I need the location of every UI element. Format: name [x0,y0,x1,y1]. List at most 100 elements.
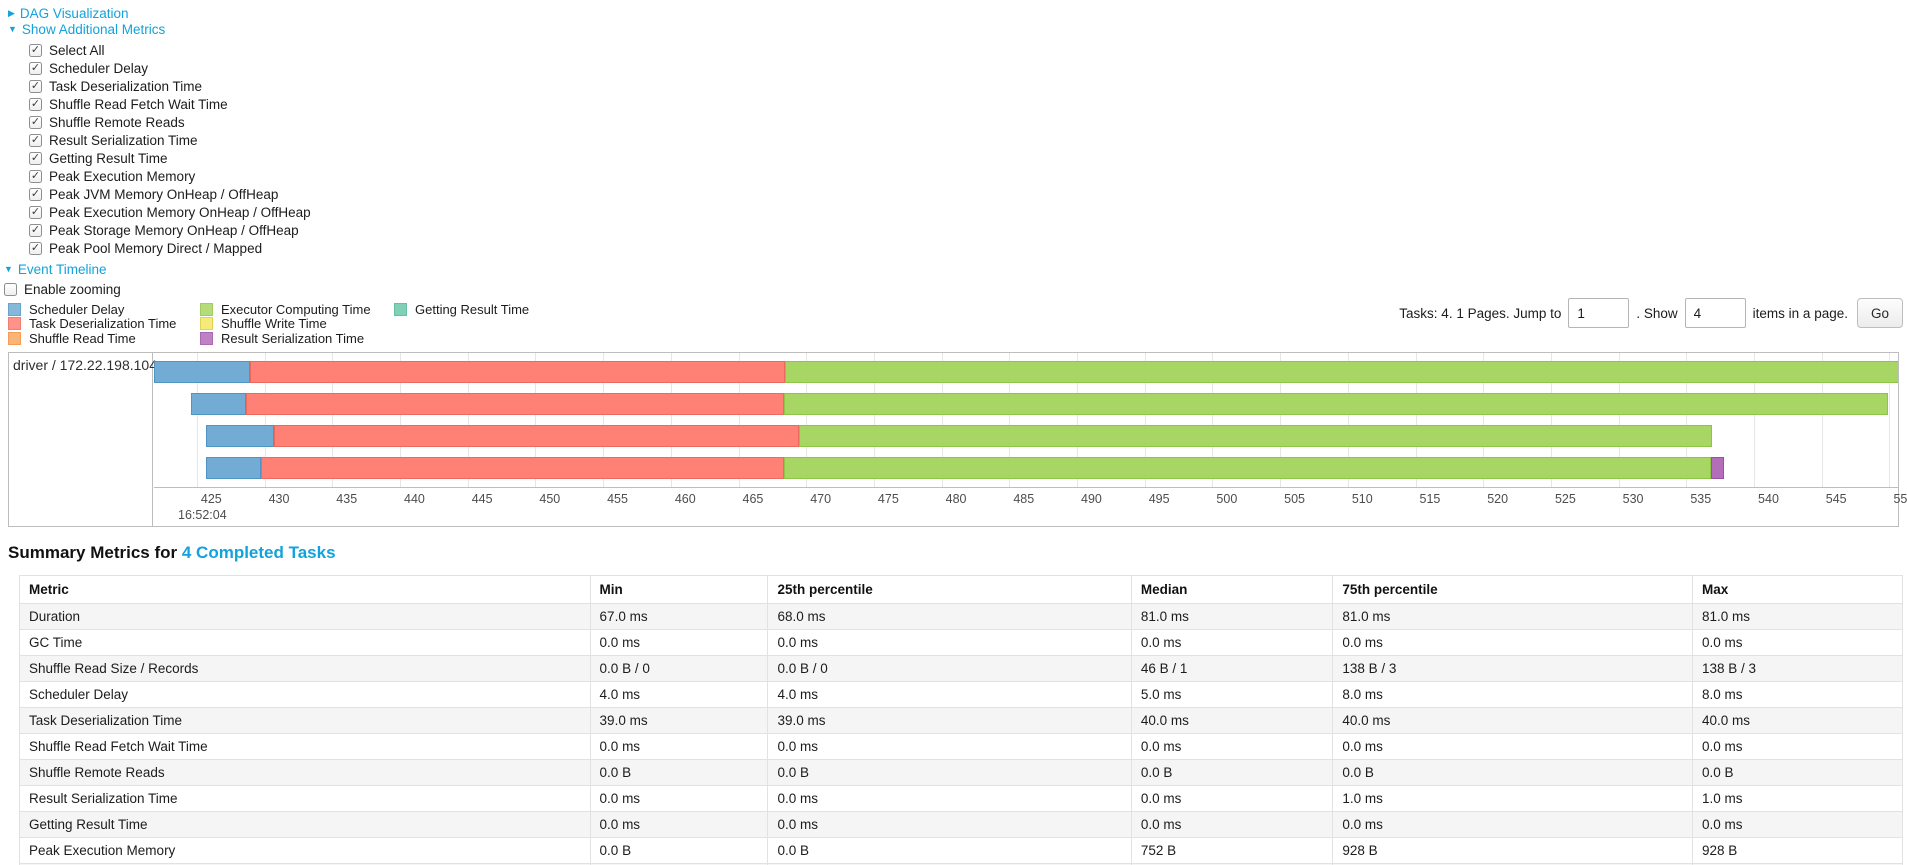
enable-zooming-checkbox[interactable]: ✓ [4,282,17,296]
metric-checkbox-row[interactable]: ✓ Getting Result Time [29,149,311,167]
metric-checkbox-row[interactable]: ✓ Scheduler Delay [29,59,311,77]
table-row: Shuffle Read Fetch Wait Time 0.0 ms 0.0 ms… [19,733,1903,760]
metric-value-cell: 40.0 ms [1692,707,1903,734]
executor-computing-bar[interactable] [783,457,1711,479]
scheduler-delay-swatch-icon [8,302,21,316]
metric-name-cell: Shuffle Read Fetch Wait Time [19,733,591,760]
executor-computing-bar[interactable] [799,425,1713,447]
metric-checkbox-row[interactable]: ✓ Peak Pool Memory Direct / Mapped [29,239,311,257]
legend-item: Result Serialization Time [200,331,394,346]
expanded-arrow-icon: ▼ [8,24,17,34]
metric-checkbox-label: Scheduler Delay [49,60,149,76]
axis-tick-label: 465 [742,492,764,506]
axis-gridline [1009,353,1011,487]
result-serialization-bar[interactable] [1710,457,1725,479]
axis-tick-label: 525 [1554,492,1576,506]
metric-checkbox-row[interactable]: ✓ Peak Execution Memory OnHeap / OffHeap [29,203,311,221]
executor-computing-bar[interactable] [785,361,1898,383]
metric-value-cell: 0.0 B / 0 [767,655,1132,682]
axis-tick-label: 530 [1622,492,1644,506]
table-header-row: Metric Min 25th percentile Median 75th perce… [19,575,1903,604]
metric-name-cell: Peak Execution Memory [19,837,591,864]
metric-checkbox[interactable]: ✓ [29,205,42,219]
metric-value-cell: 0.0 B [1332,759,1693,786]
axis-gridline [1483,353,1485,487]
metric-value-cell: 0.0 B [767,837,1132,864]
timeline-group-column: driver / 172.22.198.104 [9,353,157,526]
scheduler-delay-bar[interactable] [206,457,261,479]
metric-name-cell: Task Deserialization Time [19,707,591,734]
axis-tick-label: 455 [607,492,628,506]
metric-checkbox[interactable]: ✓ [29,223,42,237]
table-row: Scheduler Delay 4.0 ms 4.0 ms 5.0 ms 8.0 ms 8… [19,681,1903,708]
executor-computing-bar[interactable] [783,393,1888,415]
summary-metrics-table: Metric Min 25th percentile Median 75th perce… [19,575,1903,865]
axis-gridline [1280,353,1282,487]
metric-value-cell: 81.0 ms [1130,603,1334,630]
metric-value-cell: 81.0 ms [1692,603,1903,630]
metric-checkbox-label: Task Deserialization Time [49,78,203,94]
scheduler-delay-bar[interactable] [206,425,275,447]
items-per-page-input[interactable] [1684,298,1746,328]
jump-to-page-input[interactable] [1568,298,1630,328]
axis-gridline [1144,353,1146,487]
axis-tick-label: 425 [200,492,222,506]
metric-checkbox[interactable]: ✓ [29,187,42,201]
metric-checkbox-row[interactable]: ✓ Peak JVM Memory OnHeap / OffHeap [29,185,311,203]
metric-checkbox[interactable]: ✓ [29,79,42,93]
axis-tick-label: 550 [1893,492,1907,506]
axis-gridline [1754,353,1756,487]
column-header: Min [589,575,769,604]
metric-value-cell: 0.0 ms [1692,811,1903,838]
axis-tick-label: 435 [336,492,358,506]
metric-checkbox-row[interactable]: ✓ Result Serialization Time [29,131,311,149]
go-button[interactable]: Go [1856,298,1903,328]
getting-result-swatch-icon [394,302,407,316]
legend-label: Scheduler Delay [29,301,125,317]
metric-value-cell: 928 B [1332,837,1693,864]
metric-value-cell: 0.0 ms [767,785,1132,812]
metric-checkbox-row[interactable]: ✓ Peak Execution Memory [29,167,311,185]
scheduler-delay-bar[interactable] [191,393,246,415]
metric-checkbox-label: Peak JVM Memory OnHeap / OffHeap [49,186,279,202]
result-serialization-swatch-icon [200,331,213,345]
axis-tick-label: 505 [1284,492,1305,506]
axis-tick-label: 500 [1216,492,1238,506]
scheduler-delay-bar[interactable] [154,361,250,383]
metric-value-cell: 4.0 ms [767,681,1132,708]
metric-checkbox-row[interactable]: ✓ Task Deserialization Time [29,77,311,95]
metric-checkbox-row[interactable]: ✓ Select All [29,41,311,59]
task-deserialization-bar[interactable] [245,393,784,415]
axis-tick-label: 430 [268,492,290,506]
metric-value-cell: 138 B / 3 [1692,655,1903,682]
legend-item: Getting Result Time [394,302,529,317]
metric-checkbox[interactable]: ✓ [29,61,42,75]
table-row: GC Time 0.0 ms 0.0 ms 0.0 ms 0.0 ms 0.0 ms [19,629,1903,656]
metric-checkbox[interactable]: ✓ [29,43,42,57]
completed-tasks-link[interactable]: 4 Completed Tasks [181,543,336,562]
legend-label: Executor Computing Time [221,301,371,317]
metric-checkbox-row[interactable]: ✓ Peak Storage Memory OnHeap / OffHeap [29,221,311,239]
task-deserialization-bar[interactable] [249,361,786,383]
metric-checkbox[interactable]: ✓ [29,169,42,183]
table-row: Peak Execution Memory 0.0 B 0.0 B 752 B 928 … [19,837,1903,864]
enable-zooming-checkbox-row[interactable]: ✓ Enable zooming [4,280,311,298]
axis-tick-label: 520 [1487,492,1509,506]
legend-item: Scheduler Delay [8,302,200,317]
show-additional-metrics-toggle[interactable]: ▼ Show Additional Metrics [8,22,311,37]
metric-checkbox[interactable]: ✓ [29,151,42,165]
dag-visualization-toggle[interactable]: ▶ DAG Visualization [8,6,311,21]
metric-checkbox[interactable]: ✓ [29,115,42,129]
task-deserialization-bar[interactable] [260,457,784,479]
table-row: Duration 67.0 ms 68.0 ms 81.0 ms 81.0 ms 81.0… [19,603,1903,630]
column-header: Max [1692,575,1903,604]
metric-checkbox[interactable]: ✓ [29,241,42,255]
metric-checkbox-row[interactable]: ✓ Shuffle Remote Reads [29,113,311,131]
task-deserialization-bar[interactable] [274,425,800,447]
metric-checkbox-row[interactable]: ✓ Shuffle Read Fetch Wait Time [29,95,311,113]
collapsed-arrow-icon: ▶ [8,8,15,18]
metric-checkbox[interactable]: ✓ [29,97,42,111]
event-timeline-toggle[interactable]: ▼ Event Timeline [4,262,311,277]
metric-name-cell: Shuffle Read Size / Records [19,655,591,682]
metric-checkbox[interactable]: ✓ [29,133,42,147]
